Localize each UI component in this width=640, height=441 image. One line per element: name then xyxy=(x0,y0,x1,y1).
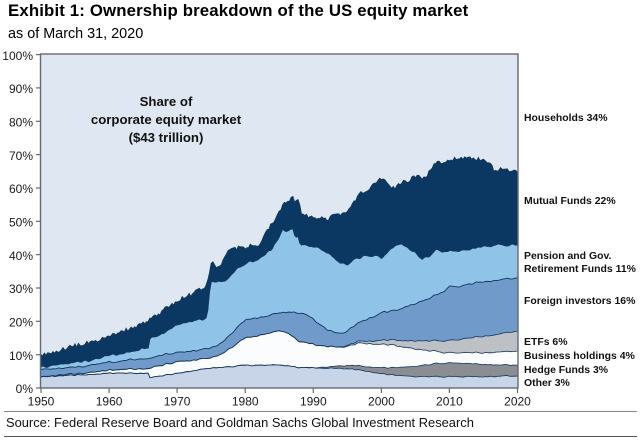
svg-text:Business holdings 4%: Business holdings 4% xyxy=(524,351,635,362)
svg-text:ETFs 6%: ETFs 6% xyxy=(524,337,568,348)
svg-text:2000: 2000 xyxy=(368,395,395,409)
svg-text:70%: 70% xyxy=(9,149,33,163)
svg-text:2010: 2010 xyxy=(436,395,463,409)
svg-text:Retirement Funds 11%: Retirement Funds 11% xyxy=(524,264,636,275)
svg-text:corporate equity market: corporate equity market xyxy=(91,112,242,127)
svg-text:Hedge Funds 3%: Hedge Funds 3% xyxy=(524,365,608,376)
svg-text:Households 34%: Households 34% xyxy=(524,113,608,124)
svg-text:80%: 80% xyxy=(9,116,33,130)
svg-text:60%: 60% xyxy=(9,182,33,196)
svg-text:Other 3%: Other 3% xyxy=(524,378,570,389)
svg-text:Foreign investors 16%: Foreign investors 16% xyxy=(524,296,635,307)
svg-text:1950: 1950 xyxy=(28,395,55,409)
svg-text:($43 trillion): ($43 trillion) xyxy=(129,130,204,145)
svg-text:1990: 1990 xyxy=(300,395,327,409)
svg-text:2020: 2020 xyxy=(504,395,531,409)
svg-text:30%: 30% xyxy=(9,282,33,296)
svg-text:1970: 1970 xyxy=(164,395,191,409)
svg-text:Share of: Share of xyxy=(140,94,193,109)
svg-text:40%: 40% xyxy=(9,249,33,263)
svg-text:10%: 10% xyxy=(9,349,33,363)
svg-text:20%: 20% xyxy=(9,316,33,330)
svg-text:1960: 1960 xyxy=(96,395,123,409)
svg-text:1980: 1980 xyxy=(232,395,259,409)
svg-text:50%: 50% xyxy=(9,216,33,230)
svg-text:0%: 0% xyxy=(16,382,34,396)
svg-text:Pension and Gov.: Pension and Gov. xyxy=(524,251,611,262)
svg-text:90%: 90% xyxy=(9,82,33,96)
svg-text:Mutual Funds 22%: Mutual Funds 22% xyxy=(524,196,616,207)
svg-text:100%: 100% xyxy=(2,49,33,63)
